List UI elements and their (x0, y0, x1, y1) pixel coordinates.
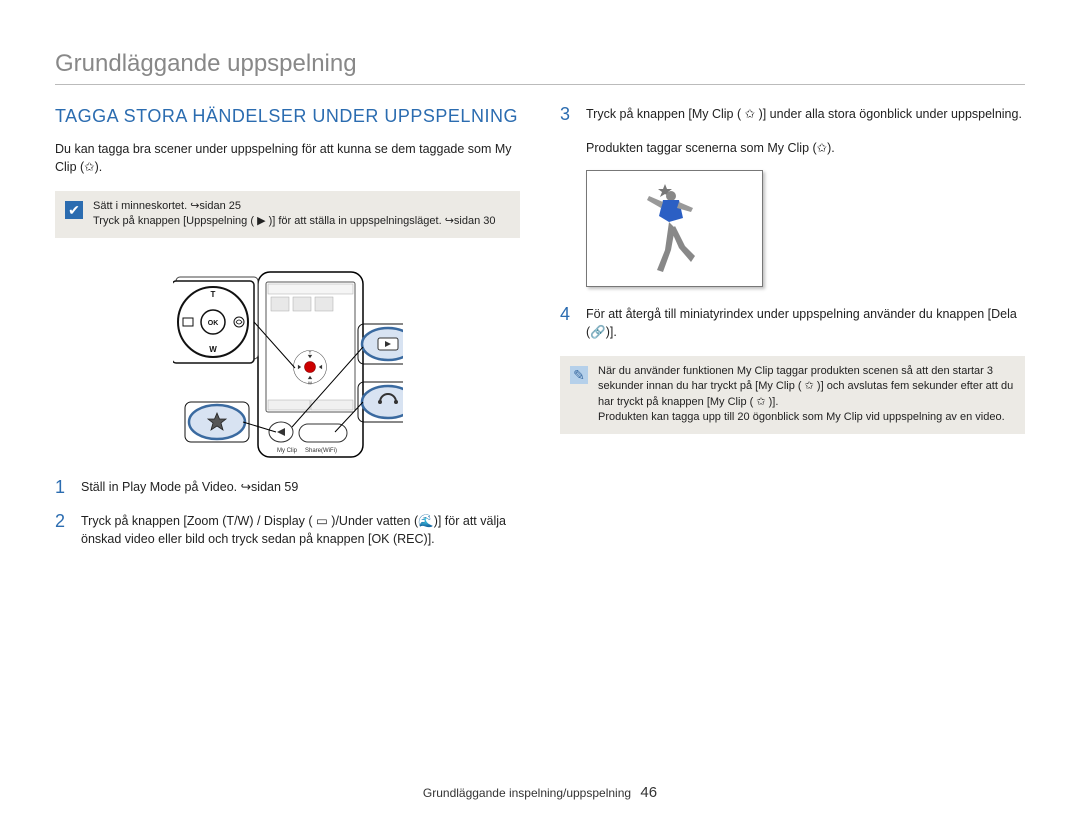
svg-text:My Clip: My Clip (277, 448, 298, 454)
section-heading: TAGGA STORA HÄNDELSER UNDER UPPSPELNING (55, 105, 520, 128)
step-number: 1 (55, 478, 71, 498)
dancer-icon (635, 178, 715, 278)
note-line-2: Tryck på knappen [Uppspelning ( ▶ )] för… (93, 215, 496, 227)
step-number: 3 (560, 105, 576, 125)
note-box-info: ✎ När du använder funktionen My Clip tag… (560, 356, 1025, 434)
step-text: För att återgå till miniatyrindex under … (586, 305, 1025, 343)
note-line-1: Sätt i minneskortet. ↪sidan 25 (93, 200, 241, 212)
page-footer: Grundläggande inspelning/uppspelning 46 (0, 784, 1080, 801)
step-3-sub: Produkten taggar scenerna som My Clip (✩… (586, 139, 1025, 158)
preview-thumbnail (586, 170, 763, 287)
step-text: Tryck på knappen [My Clip ( ✩ )] under a… (586, 105, 1025, 125)
svg-text:Share(WiFi): Share(WiFi) (305, 448, 337, 454)
page-number: 46 (640, 784, 657, 801)
step-1: 1 Ställ in Play Mode på Video. ↪sidan 59 (55, 478, 520, 498)
step-text: Ställ in Play Mode på Video. ↪sidan 59 (81, 478, 520, 498)
content-columns: TAGGA STORA HÄNDELSER UNDER UPPSPELNING … (55, 105, 1025, 563)
note-box-prereq: ✔ Sätt i minneskortet. ↪sidan 25 Tryck p… (55, 191, 520, 238)
step-3: 3 Tryck på knappen [My Clip ( ✩ )] under… (560, 105, 1025, 125)
device-illustration: T W My Clip Share(WiFi) OK T W (173, 252, 403, 462)
page-title: Grundläggande uppspelning (55, 50, 1025, 85)
left-column: TAGGA STORA HÄNDELSER UNDER UPPSPELNING … (55, 105, 520, 563)
note-text: Sätt i minneskortet. ↪sidan 25 Tryck på … (93, 199, 496, 230)
svg-text:T: T (210, 290, 215, 299)
check-icon: ✔ (65, 201, 83, 219)
step-number: 2 (55, 512, 71, 550)
svg-text:T: T (308, 350, 311, 355)
note-text: När du använder funktionen My Clip tagga… (598, 364, 1015, 426)
step-2: 2 Tryck på knappen [Zoom (T/W) / Display… (55, 512, 520, 550)
right-column: 3 Tryck på knappen [My Clip ( ✩ )] under… (560, 105, 1025, 563)
step-number: 4 (560, 305, 576, 343)
footer-section: Grundläggande inspelning/uppspelning (423, 786, 631, 800)
pencil-icon: ✎ (570, 366, 588, 384)
svg-text:OK: OK (207, 320, 218, 327)
step-text: Tryck på knappen [Zoom (T/W) / Display (… (81, 512, 520, 550)
svg-text:W: W (209, 345, 217, 354)
intro-text: Du kan tagga bra scener under uppspelnin… (55, 140, 520, 178)
step-4: 4 För att återgå till miniatyrindex unde… (560, 305, 1025, 343)
